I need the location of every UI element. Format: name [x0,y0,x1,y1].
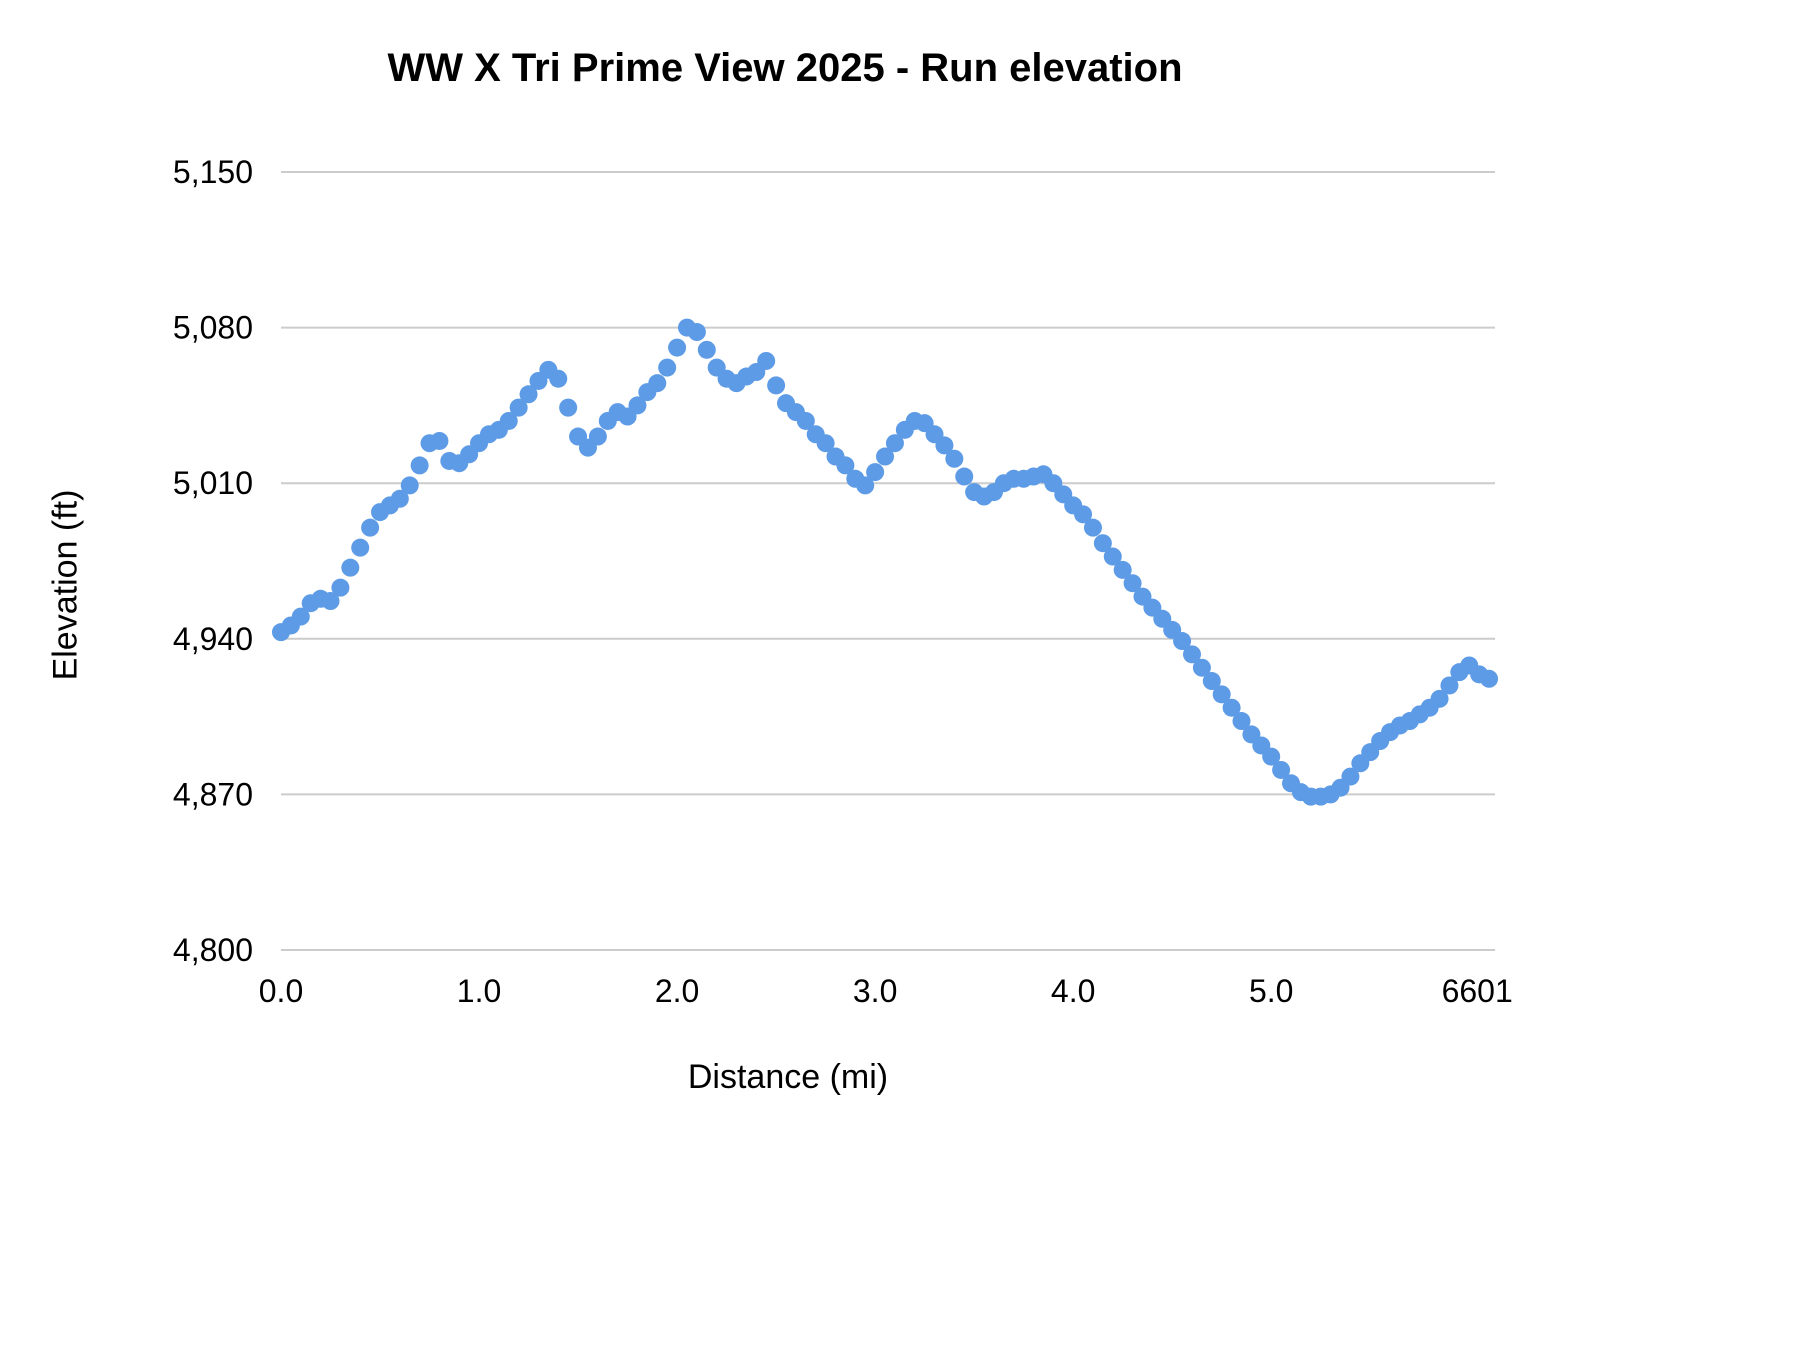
data-point [549,369,568,388]
data-point [341,558,360,577]
data-point [1440,676,1459,695]
data-point [1222,698,1241,717]
data-point [410,456,429,475]
x-tick-label: 3.0 [853,973,897,1009]
data-point [697,340,716,359]
data-point [1113,560,1132,579]
data-point [400,476,419,495]
data-point [509,398,528,417]
y-tick-label: 4,800 [173,932,253,968]
data-point [1480,669,1499,688]
x-tick-label: 2.0 [655,973,699,1009]
data-point [945,449,964,468]
data-point [499,411,518,430]
data-point [757,351,776,370]
data-point [1173,632,1192,651]
data-point [658,358,677,377]
data-point [816,434,835,453]
data-point [1103,547,1122,566]
x-tick-label: 4.0 [1051,973,1095,1009]
y-tick-label: 5,150 [173,154,253,190]
data-point [866,463,885,482]
data-point [935,436,954,455]
x-tick-label: 1.0 [457,973,501,1009]
data-point [1093,534,1112,553]
data-point [390,489,409,508]
data-point [856,476,875,495]
data-point [836,456,855,475]
data-point [351,538,370,557]
data-point [1232,712,1251,731]
data-point [1192,658,1211,677]
data-point [885,434,904,453]
y-tick-label: 5,010 [173,465,253,501]
y-tick-label: 4,940 [173,621,253,657]
chart-title: WW X Tri Prime View 2025 - Run elevation [387,46,1183,90]
data-point [1272,760,1291,779]
data-point [1123,574,1142,593]
y-tick-label: 5,080 [173,310,253,346]
data-point [331,578,350,597]
y-tick-label: 4,870 [173,776,253,812]
data-point [767,376,786,395]
x-tick-label: 0.0 [259,973,303,1009]
x-tick-label: 6601 [1442,973,1513,1009]
data-point [1182,645,1201,664]
data-point [321,592,340,611]
data-point [955,467,974,486]
x-tick-label: 5.0 [1249,973,1293,1009]
data-point [628,396,647,415]
data-point [1262,747,1281,766]
data-point [687,323,706,342]
data-point [876,447,895,466]
x-axis-title: Distance (mi) [687,1058,889,1096]
data-point [559,398,578,417]
data-point [519,385,538,404]
data-point [1202,672,1221,691]
data-point [1074,505,1093,524]
data-point [668,338,687,357]
y-axis-title: Elevation (ft) [46,489,85,681]
data-point [1212,685,1231,704]
data-point [291,607,310,626]
data-point [1083,518,1102,537]
data-point [588,427,607,446]
data-point [796,411,815,430]
data-point [430,431,449,450]
data-point [1430,689,1449,708]
data-point [361,518,380,537]
data-point [1341,767,1360,786]
data-point [648,374,667,393]
